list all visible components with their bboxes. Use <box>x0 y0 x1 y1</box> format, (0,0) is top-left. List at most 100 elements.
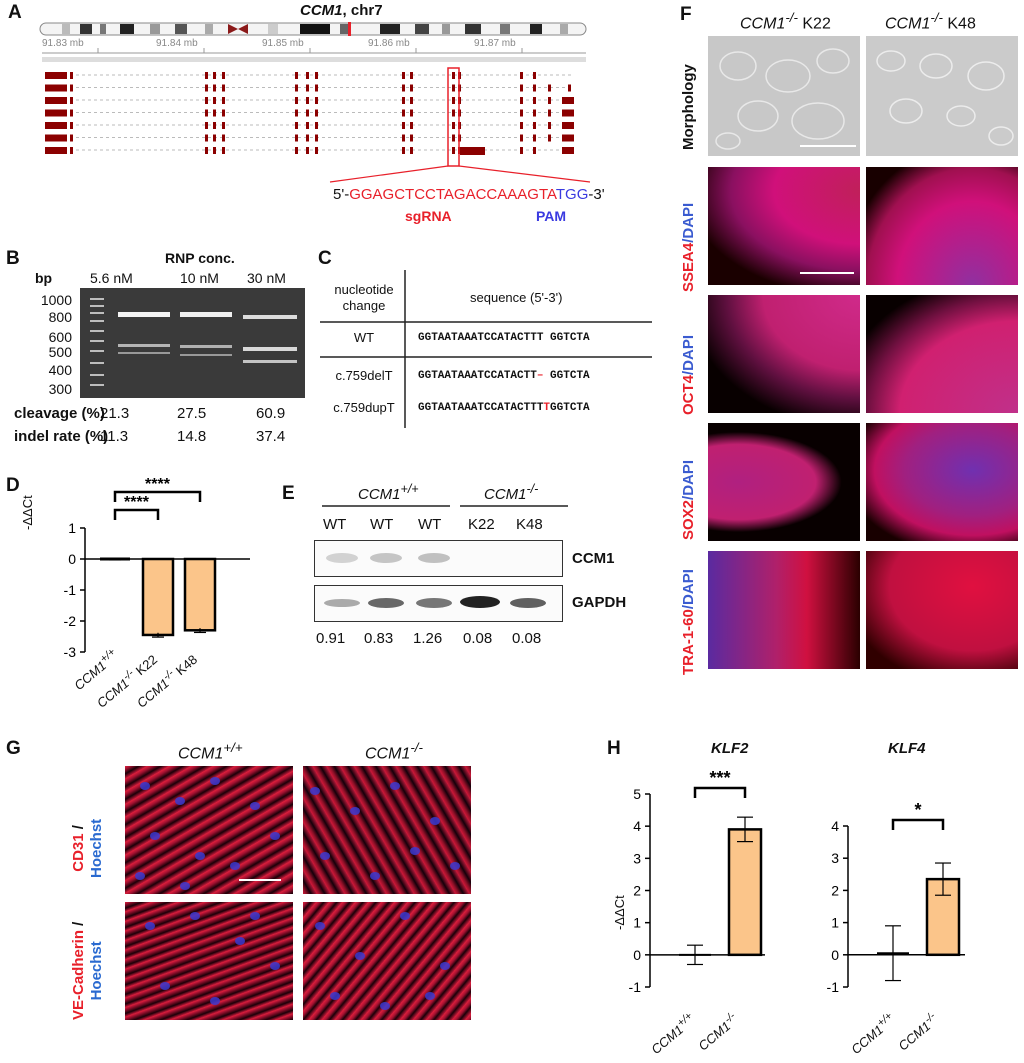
nucleus-dot <box>430 817 440 825</box>
sgrna-target-box <box>447 67 460 167</box>
y-tick-label: 0 <box>68 551 76 567</box>
tick-label: 91.86 mb <box>368 38 410 49</box>
e-group-lines <box>322 505 568 507</box>
nucleus-dot <box>310 787 320 795</box>
pam-label: PAM <box>536 208 567 224</box>
exon-block <box>70 147 73 154</box>
exon-block <box>222 122 225 129</box>
cleavage-label: cleavage (%) <box>14 405 105 422</box>
tra160-image-k22 <box>708 551 860 669</box>
panel-label-d: D <box>6 475 20 496</box>
sgrna-seq: GGAGCTCCTAGACCAAAGTA <box>349 186 556 203</box>
exon-block <box>56 72 59 79</box>
exon-block <box>520 84 523 92</box>
panel-label-e: E <box>282 483 295 504</box>
exon-block <box>548 134 551 142</box>
panel-label-b: B <box>6 248 20 269</box>
exon-block <box>410 84 413 92</box>
conc-label: 10 nM <box>180 270 219 286</box>
ruler-ticks: 91.83 mb 91.84 mb 91.85 mb 91.86 mb 91.8… <box>42 38 602 52</box>
tra160-image-k48 <box>866 551 1018 669</box>
nucleus-dot <box>400 912 410 920</box>
f-row-label: Morphology <box>680 64 697 150</box>
exon-block <box>205 109 208 117</box>
exon-block <box>402 134 405 142</box>
exon-block <box>306 134 309 142</box>
cleavage-value: 27.5 <box>177 405 207 422</box>
exon-block <box>533 84 536 92</box>
chart-d: 1 0 -1 -2 -3 ******** <box>64 476 250 660</box>
e-group1: CCM1+/+ <box>358 482 419 503</box>
indel-label: indel rate (%) <box>14 428 109 445</box>
sox2-image-k22 <box>708 423 860 541</box>
lane-label: WT <box>418 516 442 533</box>
seq-part: GGTAATAAATCCATACTT <box>418 370 537 382</box>
exon-block <box>410 109 413 117</box>
nuclei-overlay <box>135 777 460 1010</box>
ladder-size: 300 <box>48 381 72 397</box>
exon-block <box>452 109 455 117</box>
exon-block <box>70 72 73 79</box>
exon-block <box>56 84 59 92</box>
nucleus-dot <box>175 797 185 805</box>
exon-block <box>402 97 405 104</box>
ratio-value: 0.91 <box>316 630 346 647</box>
nucleus-dot <box>270 962 280 970</box>
significance-bracket <box>113 490 202 502</box>
exon-block <box>568 84 571 92</box>
exon-block <box>205 84 208 92</box>
conc-label: 5.6 nM <box>90 270 133 286</box>
exon-block <box>548 109 551 117</box>
band-label-gapdh: GAPDH <box>572 594 627 611</box>
exon-block <box>222 134 225 142</box>
row-sequence: GGTAATAAATCCATACTTT GGTCTA <box>418 332 590 344</box>
row-change: c.759dupT <box>333 400 395 415</box>
y-tick-label: 4 <box>831 818 839 834</box>
sgrna-sequence: 5'-GGAGCTCCTAGACCAAAGTATGG-3' <box>333 186 605 203</box>
exon-block <box>70 122 73 129</box>
indel-value: 37.4 <box>256 428 286 445</box>
exon-block <box>56 97 59 104</box>
nucleus-dot <box>180 882 190 890</box>
exon-block <box>213 72 216 79</box>
exon-block <box>222 109 225 117</box>
y-tick-label: 1 <box>633 915 641 931</box>
exon-block <box>306 72 309 79</box>
exon-block <box>452 134 455 142</box>
exon-block <box>520 97 523 104</box>
ladder-size: 1000 <box>40 292 72 308</box>
bp-label: bp <box>35 270 53 286</box>
y-tick-label: 3 <box>831 850 839 866</box>
sequence-table-lines <box>320 270 652 428</box>
gene-location: , chr7 <box>342 2 383 19</box>
exon-block <box>222 84 225 92</box>
y-tick-label: -1 <box>629 979 642 995</box>
exon-block <box>315 122 318 129</box>
exon-block <box>222 147 225 154</box>
nucleus-dot <box>355 952 365 960</box>
header-line: change <box>342 298 386 313</box>
ratio-value: 1.26 <box>413 630 443 647</box>
col-sup: +/+ <box>223 740 243 755</box>
row-label-red: TRA-1-60 <box>680 609 697 675</box>
row-label-red: SOX2 <box>680 499 697 540</box>
exon-block <box>520 72 523 79</box>
tick-label: 91.85 mb <box>262 38 304 49</box>
col-gene: CCM1 <box>178 745 224 763</box>
seq-suffix: -3' <box>588 186 605 203</box>
y-tick-label: 3 <box>633 850 641 866</box>
y-tick-label: 2 <box>633 883 641 899</box>
group-sup: +/+ <box>400 482 419 496</box>
pam-seq: TGG <box>555 186 589 203</box>
seq-mutation: – <box>536 370 544 382</box>
y-tick-label: 1 <box>831 915 839 931</box>
exon-block <box>295 84 298 92</box>
row-label-red: OCT4 <box>680 374 697 415</box>
nucleus-dot <box>210 997 220 1005</box>
exon-block <box>315 84 318 92</box>
exon-block <box>410 134 413 142</box>
exon-block <box>533 72 536 79</box>
exon-block <box>410 147 413 154</box>
row-change: c.759delT <box>335 368 393 383</box>
row-label-blue: /DAPI <box>680 202 697 243</box>
